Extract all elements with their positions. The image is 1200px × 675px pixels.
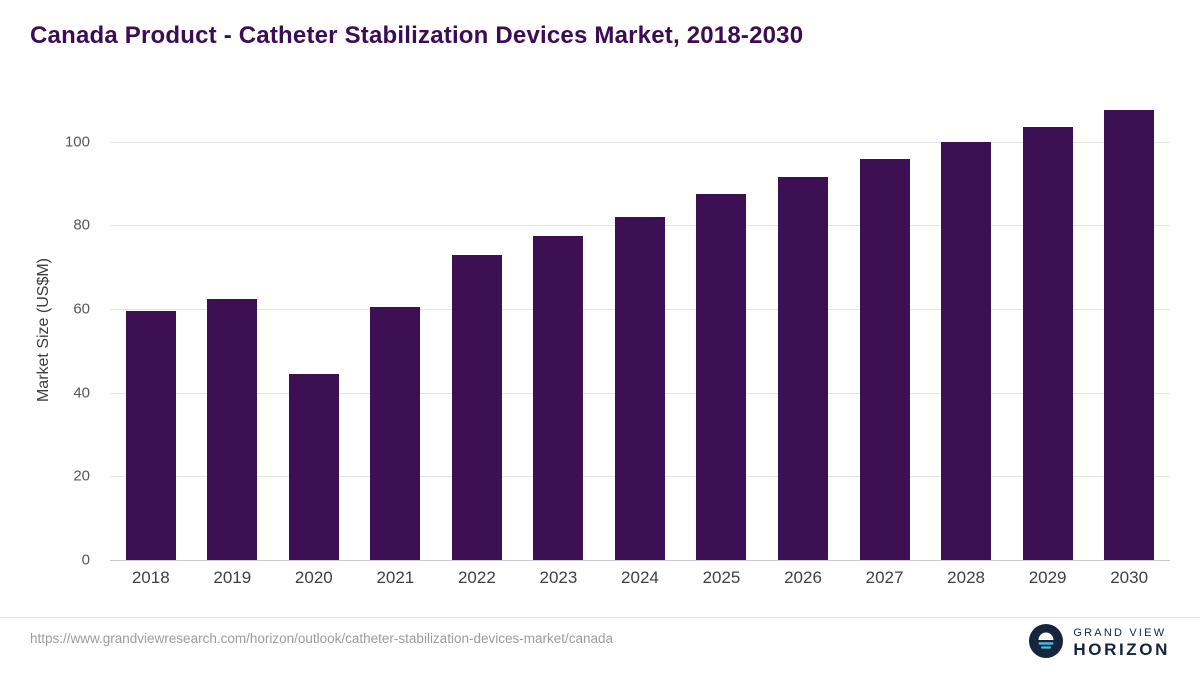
- source-url: https://www.grandviewresearch.com/horizo…: [30, 631, 614, 646]
- x-axis-label-2018: 2018: [131, 568, 170, 587]
- y-tick-label: 40: [73, 384, 90, 402]
- bar-2027: [859, 158, 910, 560]
- y-tick-label: 100: [64, 133, 90, 151]
- bar-slot: [273, 100, 355, 560]
- chart-title: Canada Product - Catheter Stabilization …: [30, 22, 804, 49]
- y-tick-label: 0: [81, 551, 90, 569]
- bar-slot: [1007, 100, 1089, 560]
- x-axis-baseline: [110, 560, 1170, 561]
- horizon-logo-icon: [1029, 624, 1064, 663]
- bar-slot: [355, 100, 437, 560]
- bar-chart-plot-area: [110, 100, 1170, 561]
- bar-2024: [614, 217, 665, 560]
- brand-name-bottom: HORIZON: [1073, 640, 1170, 660]
- x-axis-label-2030: 2030: [1110, 568, 1149, 587]
- bar-2020: [288, 373, 339, 560]
- bar-2018: [125, 311, 176, 560]
- x-axis-label-2025: 2025: [702, 568, 741, 587]
- y-tick-label: 60: [73, 300, 90, 318]
- brand-logo: GRAND VIEW HORIZON: [1029, 624, 1170, 663]
- bar-2022: [451, 254, 502, 560]
- bar-2021: [370, 307, 421, 560]
- brand-name-top: GRAND VIEW: [1073, 627, 1167, 640]
- x-axis-label-2029: 2029: [1028, 568, 1067, 587]
- brand-logo-text: GRAND VIEW HORIZON: [1073, 627, 1170, 659]
- x-axis-label-2027: 2027: [865, 568, 904, 587]
- bar-2030: [1104, 110, 1155, 560]
- y-axis-title: Market Size (US$M): [35, 257, 52, 403]
- bar-2023: [533, 235, 584, 560]
- bar-2028: [941, 141, 992, 560]
- bar-2019: [207, 298, 258, 560]
- bar-slot: [192, 100, 274, 560]
- x-axis-label-2024: 2024: [621, 568, 659, 587]
- bar-series: [110, 100, 1170, 560]
- bar-2025: [696, 194, 747, 560]
- y-tick-label: 80: [73, 216, 90, 234]
- bar-slot: [518, 100, 600, 560]
- x-axis-label-2019: 2019: [213, 568, 252, 587]
- x-axis-label-2028: 2028: [947, 568, 985, 587]
- bar-slot: [844, 100, 926, 560]
- bar-2029: [1022, 127, 1073, 560]
- bar-slot: [599, 100, 681, 560]
- bar-slot: [681, 100, 763, 560]
- bar-slot: [110, 100, 192, 560]
- bar-slot: [925, 100, 1007, 560]
- gridline: [110, 141, 1170, 143]
- x-axis-label-2020: 2020: [294, 568, 333, 587]
- x-axis-label-2023: 2023: [539, 568, 578, 587]
- bar-slot: [1088, 100, 1170, 560]
- y-axis-ticks: 0 20 40 60 80 100: [55, 100, 100, 568]
- x-axis-label-2021: 2021: [376, 568, 415, 587]
- y-tick-label: 20: [73, 467, 90, 485]
- x-axis-label-2022: 2022: [457, 568, 496, 587]
- x-axis-label-2026: 2026: [784, 568, 822, 587]
- bar-slot: [762, 100, 844, 560]
- bar-2026: [778, 177, 829, 560]
- x-axis-labels: 2018 2019 2020 2021 2022 2023 2024 2025 2026 2027…: [110, 568, 1170, 588]
- footer-divider: [0, 617, 1200, 618]
- bar-slot: [436, 100, 518, 560]
